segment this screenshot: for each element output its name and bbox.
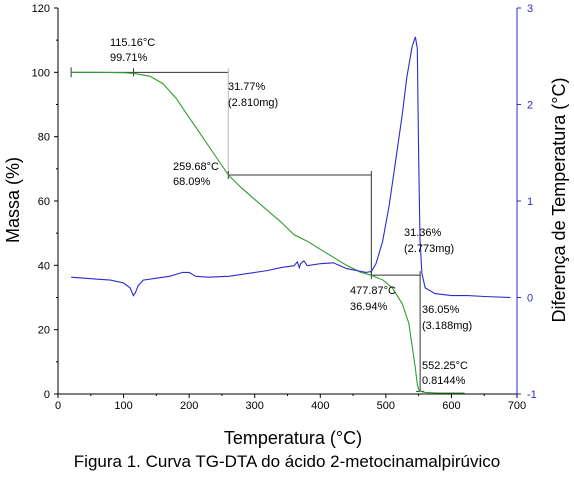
dta-curve: [71, 36, 511, 299]
x-tick-label: 200: [180, 400, 198, 412]
annotation-text-115-mass: 99.71%: [110, 52, 148, 64]
annotation-text-step3-mg: (3.188mg): [422, 320, 472, 332]
annotation-text-477-temp: 477.87°C: [350, 285, 396, 297]
annotation-text-259-mass: 68.09%: [173, 176, 211, 188]
x-tick-label: 300: [246, 400, 264, 412]
annotation-text-115-temp: 115.16°C: [110, 37, 155, 49]
annotation-text-552-mass: 0.8144%: [422, 375, 466, 387]
annotation-text-259-temp: 259.68°C: [173, 161, 219, 173]
y-axis-title: Massa (%): [3, 157, 23, 243]
y-tick-label: 100: [32, 67, 50, 79]
annotation-text-step1-mg: (2.810mg): [228, 97, 278, 109]
y-tick-label: 0: [44, 389, 50, 401]
y-tick-label: 60: [38, 196, 50, 208]
annotation-text-477-mass: 36.94%: [350, 301, 388, 313]
x-tick-label: 600: [442, 400, 460, 412]
x-axis-title: Temperatura (°C): [224, 428, 362, 448]
y2-tick-label: 1: [527, 196, 533, 208]
y-tick-label: 120: [32, 3, 50, 15]
y2-tick-label: 0: [527, 293, 533, 305]
x-tick-label: 0: [55, 400, 61, 412]
x-tick-label: 500: [377, 400, 395, 412]
y-tick-label: 40: [38, 260, 50, 272]
tg-dta-chart: Massa (%) Diferença de Temperatura (°C) …: [3, 3, 569, 448]
annotation-text-552-temp: 552.25°C: [422, 360, 468, 372]
annotation-text-step1-loss: 31.77%: [228, 81, 266, 93]
figure-caption: Figura 1. Curva TG-DTA do ácido 2-metoci…: [73, 452, 501, 471]
annotation-text-step2-loss: 31.36%: [404, 227, 442, 239]
y2-tick-label: 3: [527, 3, 533, 15]
x-tick-label: 100: [114, 400, 132, 412]
tg-mass-curve: [71, 71, 465, 394]
y2-tick-label: -1: [527, 389, 537, 401]
y2-tick-label: 2: [527, 100, 533, 112]
x-tick-label: 400: [311, 400, 329, 412]
y2-axis-title: Diferença de Temperatura (°C): [549, 78, 569, 323]
plot-area: 0 100 200 300 400 500 600 700020406080100120-10…: [32, 3, 537, 412]
y-tick-label: 80: [38, 132, 50, 144]
y-tick-label: 20: [38, 325, 50, 337]
annotation-text-step3-loss: 36.05%: [422, 304, 460, 316]
x-tick-label: 700: [508, 400, 526, 412]
annotation-text-step2-mg: (2.773mg): [404, 243, 454, 255]
